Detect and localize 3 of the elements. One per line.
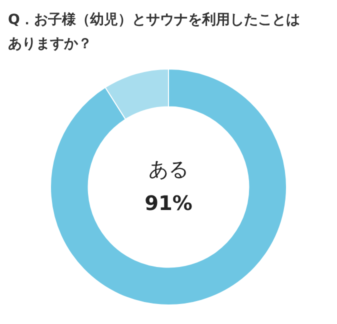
- data-label: 91%: [144, 191, 192, 216]
- chart-title: Q．お子様（幼児）とサウナを利用したことはありますか？: [8, 11, 301, 54]
- slice-label: ある: [148, 157, 188, 182]
